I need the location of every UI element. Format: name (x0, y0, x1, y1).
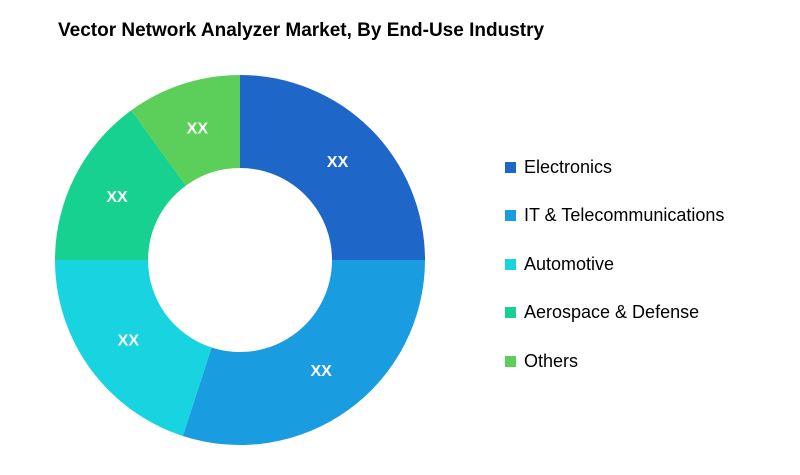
chart-title: Vector Network Analyzer Market, By End-U… (58, 20, 545, 41)
donut-slice-3 (54, 260, 212, 436)
legend-item-3: Automotive (505, 252, 724, 276)
slice-data-label-4: XX (106, 189, 128, 206)
slice-group (54, 75, 425, 445)
donut-slice-1 (240, 75, 425, 260)
legend-item-4: Aerospace & Defense (505, 301, 724, 325)
slice-data-label-1: XX (327, 154, 349, 171)
slice-data-label-3: XX (118, 333, 140, 350)
legend-swatch (505, 355, 516, 367)
donut-slice-4 (55, 110, 186, 261)
legend: Electronics IT & Telecommunications Automo… (505, 155, 724, 398)
legend-label: Aerospace & Defense (524, 302, 700, 322)
slice-data-label-2: XX (310, 363, 332, 380)
legend-label: Others (524, 350, 579, 371)
donut-slice-5 (131, 75, 240, 186)
legend-label: IT & Telecommunications (524, 205, 725, 225)
legend-swatch (505, 161, 516, 173)
legend-label: Electronics (524, 156, 613, 177)
donut-slice-2 (182, 260, 425, 445)
slice-data-label-5: XX (187, 120, 209, 137)
legend-item-1: Electronics (505, 155, 724, 179)
legend-swatch (505, 307, 516, 318)
legend-label: Automotive (524, 253, 615, 274)
legend-swatch (505, 210, 516, 221)
legend-swatch (505, 258, 516, 270)
slice-label-group: XX XX XX XX XX (106, 120, 348, 380)
legend-item-5: Others (505, 349, 724, 373)
legend-item-2: IT & Telecommunications (505, 204, 724, 228)
